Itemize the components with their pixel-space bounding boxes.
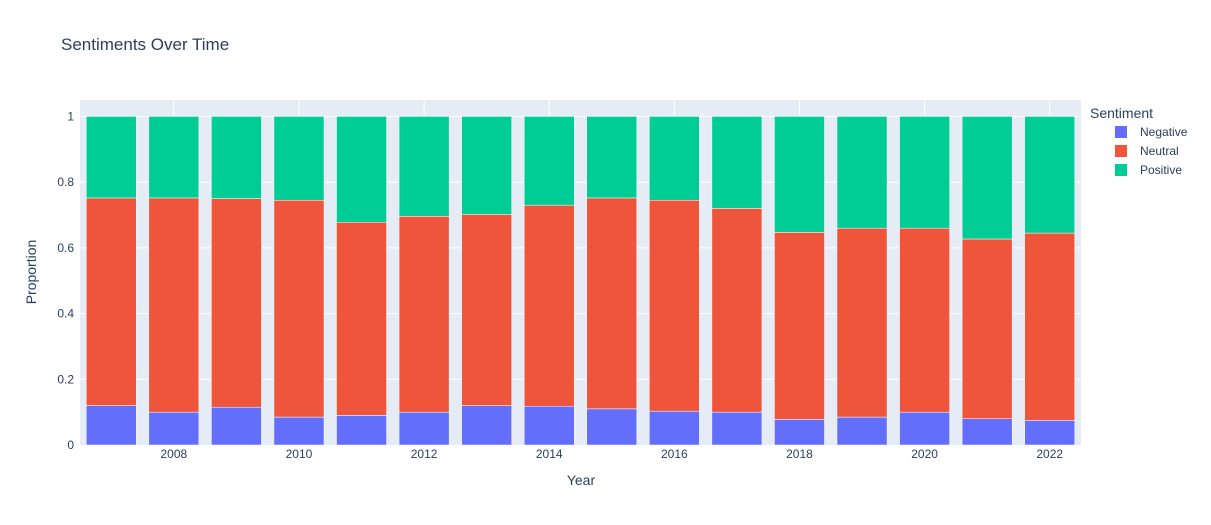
bar-neutral-2015[interactable] — [586, 197, 638, 410]
bar-negative-2007[interactable] — [86, 405, 137, 446]
y-tick-labels: 0 0.2 0.4 0.6 0.8 1 — [57, 109, 74, 452]
bar-neutral-2013[interactable] — [461, 214, 512, 406]
bar-neutral-2019[interactable] — [836, 227, 888, 418]
bar-positive-2012[interactable] — [398, 116, 450, 217]
y-tick-label: 0.4 — [57, 307, 74, 321]
y-tick-label: 0.6 — [57, 241, 74, 255]
bar-neutral-2009[interactable] — [211, 198, 262, 408]
x-tick-label: 2018 — [786, 447, 813, 461]
bars — [86, 116, 1075, 446]
bar-negative-2020[interactable] — [899, 411, 950, 446]
x-tick-label: 2012 — [411, 447, 438, 461]
bar-negative-2013[interactable] — [461, 405, 512, 446]
bar-negative-2021[interactable] — [961, 418, 1013, 446]
y-tick-label: 0 — [67, 438, 74, 452]
legend-swatch-negative[interactable] — [1115, 126, 1127, 138]
bar-negative-2017[interactable] — [711, 411, 763, 446]
bar-positive-2009[interactable] — [211, 116, 262, 199]
bar-negative-2011[interactable] — [336, 415, 387, 446]
legend-swatch-neutral[interactable] — [1115, 145, 1127, 157]
legend-label-positive[interactable]: Positive — [1140, 163, 1182, 177]
legend-swatch-positive[interactable] — [1115, 164, 1127, 176]
bar-neutral-2016[interactable] — [649, 199, 700, 412]
legend-label-neutral[interactable]: Neutral — [1140, 144, 1179, 158]
bar-negative-2019[interactable] — [836, 416, 888, 446]
bar-negative-2008[interactable] — [148, 411, 200, 446]
bar-positive-2021[interactable] — [961, 116, 1013, 240]
bar-neutral-2020[interactable] — [899, 227, 950, 413]
bar-positive-2010[interactable] — [273, 116, 325, 201]
x-tick-labels: 2008 2010 2012 2014 2016 2018 2020 2022 — [160, 447, 1063, 461]
y-axis-title: Proportion — [23, 240, 39, 305]
bar-neutral-2018[interactable] — [774, 232, 825, 420]
bar-positive-2020[interactable] — [899, 116, 950, 229]
bar-positive-2019[interactable] — [836, 116, 888, 229]
bar-negative-2018[interactable] — [774, 419, 825, 446]
bar-positive-2016[interactable] — [649, 116, 700, 201]
bar-positive-2007[interactable] — [86, 116, 137, 199]
y-tick-label: 1 — [67, 109, 74, 123]
bar-positive-2014[interactable] — [523, 116, 575, 206]
bar-neutral-2007[interactable] — [86, 197, 137, 406]
bar-neutral-2010[interactable] — [273, 199, 325, 418]
bar-negative-2015[interactable] — [586, 408, 638, 446]
bar-neutral-2008[interactable] — [148, 197, 200, 413]
bar-neutral-2017[interactable] — [711, 208, 763, 413]
x-tick-label: 2014 — [536, 447, 563, 461]
bar-positive-2018[interactable] — [774, 116, 825, 233]
x-tick-label: 2010 — [286, 447, 313, 461]
bar-negative-2009[interactable] — [211, 406, 262, 446]
bar-neutral-2011[interactable] — [336, 221, 387, 416]
bar-neutral-2022[interactable] — [1024, 232, 1075, 421]
bar-neutral-2021[interactable] — [961, 238, 1013, 419]
legend-title: Sentiment — [1090, 105, 1153, 121]
bar-positive-2015[interactable] — [586, 116, 638, 199]
bar-positive-2022[interactable] — [1024, 116, 1075, 234]
bar-negative-2016[interactable] — [649, 410, 700, 446]
legend: Sentiment Negative Neutral Positive — [1090, 105, 1188, 177]
y-tick-label: 0.8 — [57, 175, 74, 189]
bar-positive-2013[interactable] — [461, 116, 512, 215]
bar-positive-2008[interactable] — [148, 116, 200, 199]
x-axis-title: Year — [567, 472, 596, 488]
bar-neutral-2012[interactable] — [398, 216, 450, 413]
bar-negative-2010[interactable] — [273, 416, 325, 446]
bar-positive-2017[interactable] — [711, 116, 763, 209]
bar-negative-2012[interactable] — [398, 411, 450, 446]
y-tick-label: 0.2 — [57, 372, 74, 386]
x-tick-label: 2022 — [1036, 447, 1063, 461]
bar-negative-2014[interactable] — [523, 405, 575, 446]
bar-neutral-2014[interactable] — [523, 204, 575, 407]
bar-positive-2011[interactable] — [336, 116, 387, 223]
legend-label-negative[interactable]: Negative — [1140, 125, 1188, 139]
bar-negative-2022[interactable] — [1024, 420, 1075, 446]
x-tick-label: 2016 — [661, 447, 688, 461]
x-tick-label: 2008 — [160, 447, 187, 461]
x-tick-label: 2020 — [911, 447, 938, 461]
chart-title: Sentiments Over Time — [61, 35, 229, 54]
